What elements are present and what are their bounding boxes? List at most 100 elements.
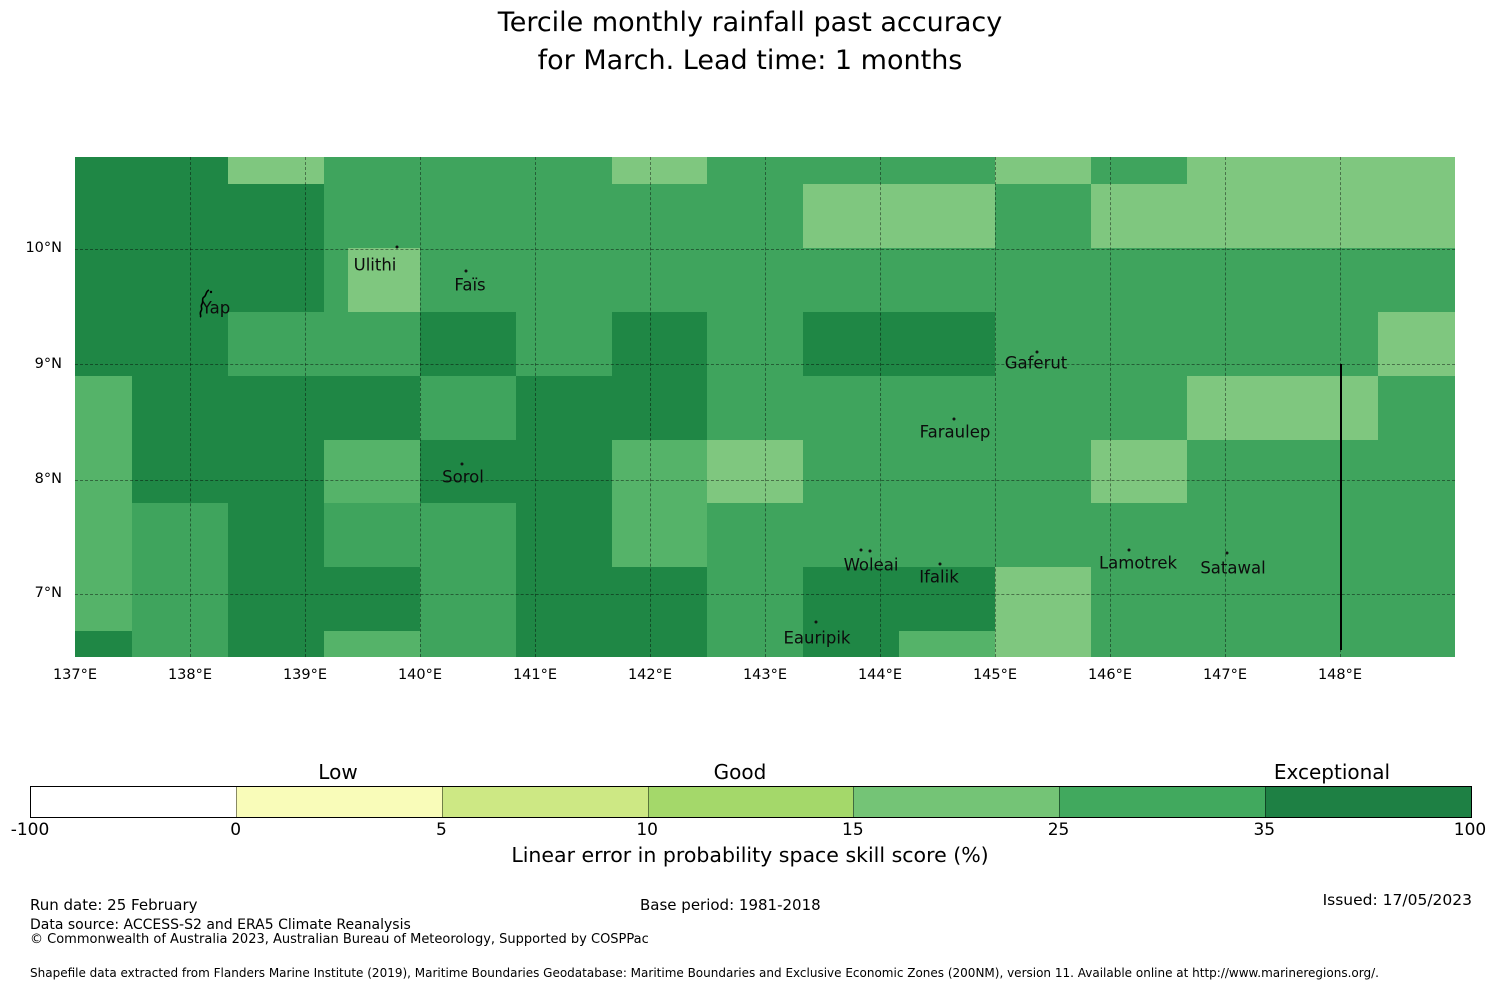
footer-run-date: Run date: 25 February xyxy=(30,896,198,914)
map-cell xyxy=(420,312,517,377)
colorbar xyxy=(30,786,1472,818)
colorbar-category-label: Low xyxy=(318,760,358,784)
colorbar-segment xyxy=(1059,787,1266,817)
map-cell xyxy=(228,157,325,185)
map-cell xyxy=(1091,157,1188,185)
island-label: Ifalik xyxy=(919,567,959,587)
island-label: Satawal xyxy=(1200,558,1266,578)
map-cell xyxy=(995,312,1379,377)
longitude-gridline xyxy=(535,157,536,657)
map-cell xyxy=(75,184,325,249)
map-cell xyxy=(132,376,421,441)
x-tick-label: 138°E xyxy=(167,667,213,683)
map-cell xyxy=(75,157,229,185)
map-cell xyxy=(324,440,421,504)
island-marker-dot xyxy=(868,549,872,553)
map-cell xyxy=(420,376,517,441)
x-tick-label: 143°E xyxy=(742,667,788,683)
map-cell xyxy=(1187,157,1455,185)
longitude-gridline xyxy=(305,157,306,657)
map-cell xyxy=(324,248,349,313)
map-cell xyxy=(1187,376,1379,441)
colorbar-tick-label: 5 xyxy=(436,820,447,840)
map-cell xyxy=(132,440,325,504)
x-tick-label: 145°E xyxy=(972,667,1018,683)
map-cell xyxy=(707,567,804,632)
map-cell xyxy=(1187,440,1455,504)
map-cell xyxy=(1091,184,1455,249)
map-cell xyxy=(75,248,325,313)
longitude-gridline xyxy=(765,157,766,657)
map-cell xyxy=(995,567,1092,632)
island-label: Woleai xyxy=(843,555,899,575)
map-cell xyxy=(995,631,1092,657)
x-tick-label: 147°E xyxy=(1202,667,1248,683)
map-cell xyxy=(228,567,421,632)
map-cell xyxy=(75,440,133,504)
colorbar-axis-label: Linear error in probability space skill … xyxy=(511,843,989,867)
colorbar-segment xyxy=(235,787,442,817)
x-tick-label: 142°E xyxy=(627,667,673,683)
map-cell xyxy=(707,631,804,657)
map-cell xyxy=(612,440,708,504)
map-cell xyxy=(803,567,996,632)
map-cell xyxy=(324,184,804,249)
map-cell xyxy=(75,567,133,632)
map-cell xyxy=(1091,567,1455,632)
colorbar-tick-label: 100 xyxy=(1453,820,1487,840)
longitude-gridline xyxy=(880,157,881,657)
island-marker-dot xyxy=(859,548,863,552)
longitude-gridline xyxy=(1110,157,1111,657)
latitude-gridline xyxy=(75,479,1455,481)
map-cell xyxy=(516,567,708,632)
map-cell xyxy=(803,184,996,249)
map-cell xyxy=(516,312,613,377)
map-cell xyxy=(516,503,613,568)
yap-island-shape xyxy=(199,289,213,318)
island-marker-dot xyxy=(464,269,468,273)
map-cell xyxy=(132,503,229,568)
island-marker-dot xyxy=(1225,551,1229,555)
map-cell xyxy=(995,184,1092,249)
colorbar-category-label: Good xyxy=(713,760,767,784)
map-cell xyxy=(612,503,708,568)
y-tick-label: 10°N xyxy=(25,240,62,256)
colorbar-segment xyxy=(647,787,854,817)
y-tick-label: 7°N xyxy=(34,585,62,601)
map-cell xyxy=(516,376,708,441)
map-cell xyxy=(803,312,996,377)
island-label: Ulithi xyxy=(353,255,397,275)
footer-data-source: Data source: ACCESS-S2 and ERA5 Climate … xyxy=(30,917,411,933)
colorbar-category-label: Exceptional xyxy=(1273,760,1391,784)
map-cell xyxy=(707,376,1188,441)
latitude-gridline xyxy=(75,248,1455,250)
map-cell xyxy=(803,631,900,657)
colorbar-tick-label: 0 xyxy=(230,820,242,840)
island-marker-dot xyxy=(1035,350,1039,354)
island-marker-dot xyxy=(460,462,464,466)
longitude-gridline xyxy=(995,157,996,657)
map-cell xyxy=(132,631,229,657)
longitude-gridline xyxy=(420,157,421,657)
colorbar-tick-label: 15 xyxy=(842,820,864,840)
x-tick-label: 148°E xyxy=(1317,667,1363,683)
map-cell xyxy=(707,157,996,185)
colorbar-tick-label: 10 xyxy=(636,820,658,840)
colorbar-segment xyxy=(1265,787,1472,817)
x-tick-label: 137°E xyxy=(52,667,98,683)
chart-title-line1: Tercile monthly rainfall past accuracy xyxy=(497,7,1003,38)
map-cell xyxy=(324,503,517,568)
map-cell xyxy=(228,631,325,657)
map-cell xyxy=(1091,440,1188,504)
x-tick-label: 140°E xyxy=(397,667,443,683)
chart-title-line2: for March. Lead time: 1 months xyxy=(537,45,963,76)
island-marker-dot xyxy=(938,562,942,566)
map-cell xyxy=(228,503,325,568)
island-marker-dot xyxy=(1127,548,1131,552)
map-cell xyxy=(75,376,133,441)
island-label: Yap xyxy=(201,298,231,318)
map-cell xyxy=(1378,376,1455,441)
island-label: Sorol xyxy=(442,467,484,487)
map-cell xyxy=(1378,312,1455,377)
